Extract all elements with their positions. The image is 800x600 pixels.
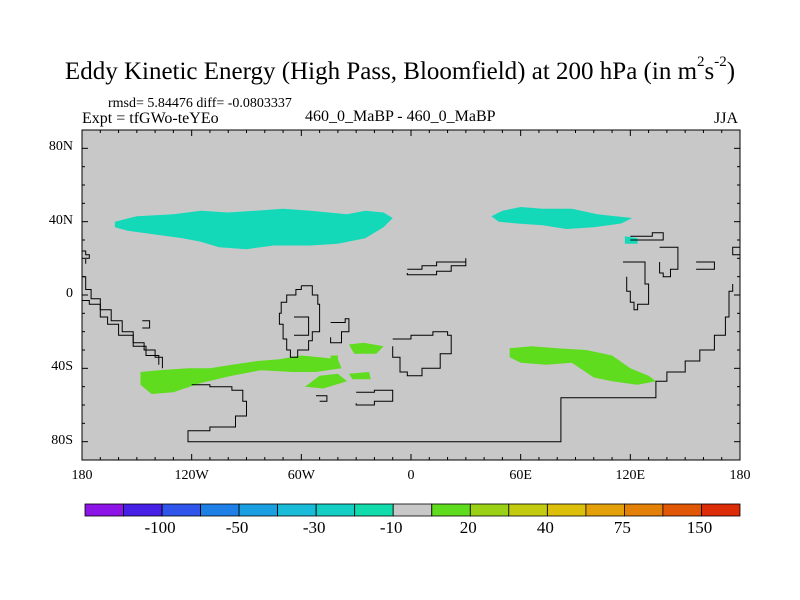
coastline: [82, 300, 160, 365]
season-label: JJA: [714, 110, 739, 127]
shaded-region: [140, 355, 342, 394]
colorbar-cell: [547, 503, 587, 517]
shaded-region: [114, 208, 393, 250]
chart-title: Eddy Kinetic Energy (High Pass, Bloomfie…: [64, 54, 736, 85]
y-tick-label: 40S: [51, 359, 73, 375]
coastline: [406, 258, 467, 276]
colorbar-cell: [392, 503, 433, 517]
x-tick-label: 60E: [509, 468, 532, 483]
colorbar-cell: [277, 503, 317, 517]
coastline: [316, 395, 328, 402]
colorbar-cell: [200, 503, 240, 517]
x-tick-label: 180: [71, 468, 93, 483]
colorbar-label: 75: [613, 518, 631, 537]
colorbar-label: -30: [302, 518, 326, 537]
colorbar-cell: [84, 503, 124, 517]
shaded-region: [348, 342, 384, 354]
colorbar-label: -50: [225, 518, 249, 537]
coastline: [82, 250, 90, 264]
chart-subtitle: 460_0_MaBP - 460_0_MaBP: [305, 108, 496, 125]
colorbar-label: 40: [536, 518, 554, 537]
colorbar-cell: [469, 503, 510, 517]
colorbar-label: 150: [686, 518, 713, 537]
y-tick-label: 0: [66, 286, 73, 301]
x-tick-label: 180: [729, 468, 751, 483]
y-tick-label: 80S: [51, 432, 73, 448]
colorbar-cell: [701, 503, 741, 517]
y-tick-label: 40N: [48, 212, 73, 228]
x-tick-label: 120W: [174, 468, 209, 483]
x-tick-label: 0: [407, 468, 415, 483]
colorbar-label: -10: [379, 518, 403, 537]
coastline: [392, 331, 452, 377]
map-background: [82, 130, 740, 460]
coastline: [142, 320, 151, 329]
coastline: [187, 284, 734, 443]
x-tick-label: 60W: [287, 468, 315, 483]
coastline: [630, 232, 664, 241]
colorbar-cell: [662, 503, 702, 517]
coastline: [623, 261, 650, 311]
coastline: [659, 246, 679, 278]
stats-text: rmsd= 5.84476 diff= -0.0803337: [108, 96, 292, 111]
shaded-region: [491, 207, 633, 229]
shaded-region: [330, 355, 338, 363]
colorbar-cell: [508, 503, 548, 517]
coastline: [696, 261, 715, 270]
colorbar-cell: [161, 503, 202, 517]
shaded-region: [348, 372, 371, 380]
experiment-label: Expt = tfGWo-teYEo: [82, 110, 219, 127]
colorbar-cell: [315, 503, 356, 517]
colorbar-label: -100: [144, 518, 176, 537]
colorbar-cell: [585, 503, 625, 517]
coastline: [82, 276, 163, 369]
colorbar-cell: [624, 503, 664, 517]
y-tick-label: 80N: [48, 139, 73, 155]
coastline: [330, 318, 350, 344]
colorbar-cell: [123, 503, 163, 517]
x-tick-label: 120E: [615, 468, 646, 483]
colorbar-cell: [238, 503, 279, 517]
colorbar-cell: [431, 503, 471, 517]
colorbar-cell: [354, 503, 394, 517]
colorbar-label: 20: [459, 518, 477, 537]
shaded-region: [305, 373, 347, 389]
coastline: [278, 285, 321, 358]
shaded-region: [509, 346, 656, 385]
coastline: [294, 316, 310, 336]
coastline: [355, 389, 394, 406]
